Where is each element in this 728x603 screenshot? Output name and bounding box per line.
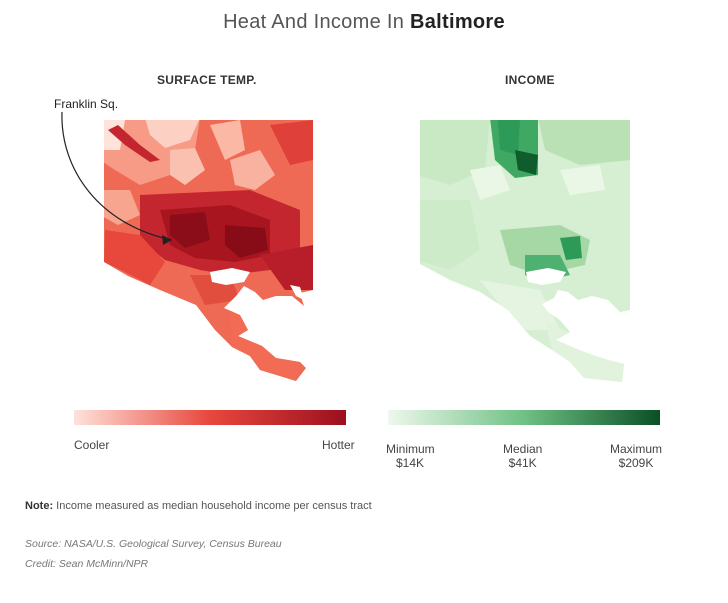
income-map (420, 120, 630, 382)
temp-legend-high: Hotter (322, 438, 355, 452)
chart-title: Heat And Income In Baltimore (0, 11, 728, 34)
temp-legend-bar (74, 410, 346, 425)
income-legend-max: Maximum $209K (610, 442, 662, 470)
annotation-arrow-line (61, 111, 173, 241)
surface-temp-map (104, 120, 313, 381)
temp-legend-low: Cooler (74, 438, 110, 452)
income-legend-median: Median $41K (503, 442, 542, 470)
income-max-value: $209K (618, 456, 654, 470)
harbor-left (210, 268, 250, 285)
income-legend-min: Minimum $14K (386, 442, 435, 470)
footnote: Note: Income measured as median househol… (25, 500, 372, 512)
income-max-label: Maximum (610, 442, 663, 456)
income-median-value: $41K (508, 456, 537, 470)
income-legend-bar (388, 410, 660, 425)
credit-line: Credit: Sean McMinn/NPR (25, 558, 149, 570)
income-min-value: $14K (396, 456, 425, 470)
title-city: Baltimore (409, 11, 505, 33)
harbor-right (526, 268, 566, 285)
title-prefix: Heat And Income In (223, 11, 410, 33)
harbor-channel-left (290, 285, 304, 300)
temp-panel-title: SURFACE TEMP. (157, 73, 257, 87)
footnote-label: Note: (25, 500, 54, 512)
income-min-label: Minimum (386, 442, 435, 456)
franklin-sq-annotation: Franklin Sq. (54, 97, 119, 111)
footnote-text: Income measured as median household inco… (53, 500, 372, 512)
source-line: Source: NASA/U.S. Geological Survey, Cen… (25, 538, 282, 550)
annotation-arrow-head (162, 235, 172, 245)
income-median-label: Median (503, 442, 543, 456)
income-panel-title: INCOME (505, 73, 555, 87)
